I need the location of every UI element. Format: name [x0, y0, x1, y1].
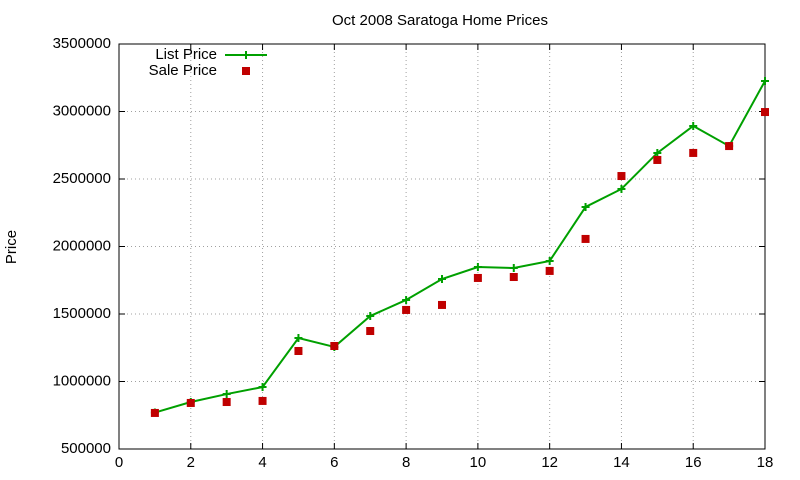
data-point [294, 346, 303, 355]
data-point [438, 300, 446, 309]
x-tick-label: 12 [541, 454, 558, 471]
data-point [725, 142, 734, 151]
x-tick-label: 4 [258, 454, 266, 471]
data-line [154, 80, 766, 414]
x-tick-label: 14 [613, 454, 630, 471]
data-point [366, 312, 375, 321]
legend-marker [242, 51, 250, 59]
data-point [222, 390, 231, 399]
data-point [473, 263, 482, 272]
plot-frame [118, 43, 766, 450]
data-point [222, 398, 231, 407]
x-tick-label: 8 [402, 454, 410, 471]
data-point [653, 155, 662, 164]
data-point [689, 148, 698, 157]
data-point [617, 184, 626, 193]
data-point [761, 76, 769, 85]
data-point [150, 408, 159, 417]
y-axis-label: Price [3, 230, 20, 264]
data-point [581, 202, 590, 211]
x-tick-label: 16 [685, 454, 702, 471]
x-tick-label: 0 [115, 454, 123, 471]
data-point [545, 266, 554, 275]
data-point [438, 275, 446, 284]
x-tick-label: 18 [757, 454, 774, 471]
data-point [473, 273, 482, 282]
y-tick-label: 1500000 [53, 305, 111, 322]
y-tick-label: 2000000 [53, 237, 111, 254]
data-point [617, 172, 626, 181]
x-tick-label: 2 [187, 454, 195, 471]
data-point [366, 327, 375, 336]
chart-title: Oct 2008 Saratoga Home Prices [332, 12, 548, 29]
data-point [294, 334, 303, 343]
data-point [509, 273, 518, 282]
legend-label: Sale Price [149, 62, 217, 79]
data-point [653, 148, 662, 157]
data-point [581, 234, 590, 243]
data-point [761, 108, 769, 117]
data-point [186, 398, 195, 407]
data-point [258, 396, 267, 405]
y-tick-label: 500000 [61, 440, 111, 457]
y-tick-label: 3500000 [53, 35, 111, 52]
data-point [689, 121, 698, 130]
y-tick-label: 3000000 [53, 102, 111, 119]
y-tick-label: 2500000 [53, 170, 111, 187]
data-point [258, 383, 267, 392]
legend-marker [242, 67, 250, 75]
y-tick-label: 1000000 [53, 372, 111, 389]
data-point [402, 305, 411, 314]
data-point [402, 295, 411, 304]
x-tick-label: 6 [330, 454, 338, 471]
data-point [330, 341, 339, 350]
data-point [509, 263, 518, 272]
data-point [545, 256, 554, 265]
x-tick-label: 10 [470, 454, 487, 471]
legend-label: List Price [155, 46, 217, 63]
